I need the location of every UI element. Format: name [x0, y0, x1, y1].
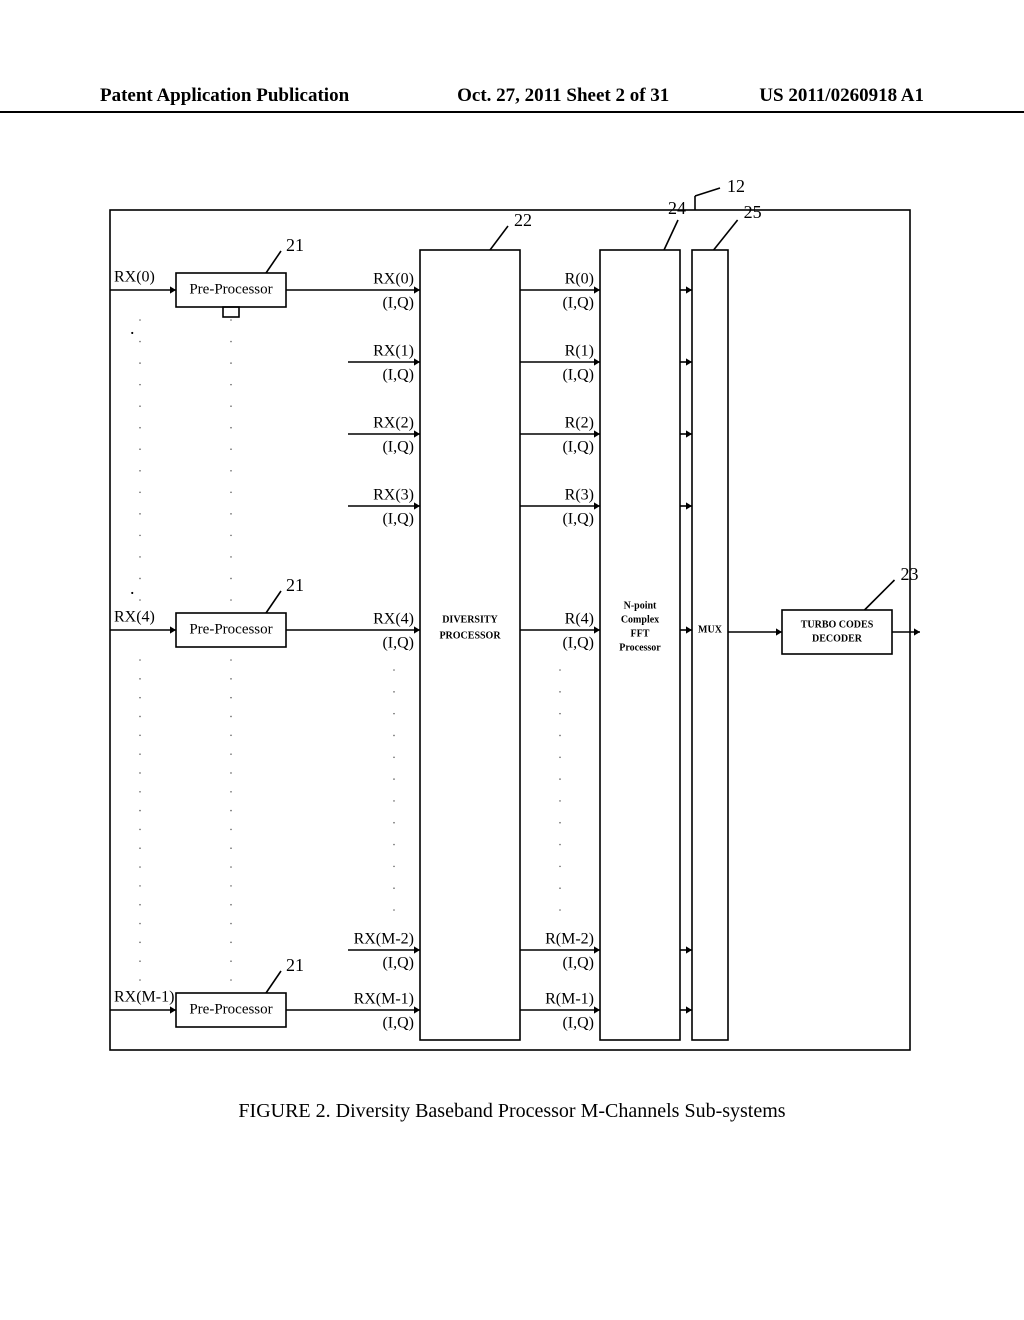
svg-text:.: .: [130, 578, 135, 598]
svg-text:R(1): R(1): [565, 343, 594, 360]
svg-text:N-point: N-point: [624, 600, 657, 611]
svg-text:(I,Q): (I,Q): [382, 295, 414, 312]
svg-text:(I,Q): (I,Q): [382, 367, 414, 384]
svg-text:Processor: Processor: [619, 642, 661, 653]
svg-text:MUX: MUX: [698, 624, 723, 635]
svg-text:(I,Q): (I,Q): [382, 1015, 414, 1032]
svg-text:24: 24: [668, 198, 686, 218]
svg-text:(I,Q): (I,Q): [562, 1015, 594, 1032]
svg-text:R(0): R(0): [565, 271, 594, 288]
svg-text:Complex: Complex: [621, 614, 659, 625]
svg-text:21: 21: [286, 235, 304, 255]
svg-text:RX(M-1): RX(M-1): [354, 991, 414, 1008]
svg-text:.: .: [130, 318, 135, 338]
svg-text:(I,Q): (I,Q): [382, 439, 414, 456]
svg-text:DIVERSITY: DIVERSITY: [442, 614, 498, 625]
svg-text:21: 21: [286, 955, 304, 975]
svg-text:R(3): R(3): [565, 487, 594, 504]
svg-text:Pre-Processor: Pre-Processor: [189, 621, 272, 637]
svg-text:RX(M-1): RX(M-1): [114, 989, 174, 1006]
svg-text:R(M-1): R(M-1): [545, 991, 594, 1008]
svg-text:25: 25: [744, 202, 762, 222]
svg-text:(I,Q): (I,Q): [562, 295, 594, 312]
svg-text:RX(4): RX(4): [373, 611, 414, 628]
svg-text:PROCESSOR: PROCESSOR: [439, 630, 501, 641]
page-header: Patent Application Publication Oct. 27, …: [0, 85, 1024, 113]
svg-text:23: 23: [901, 564, 919, 584]
svg-text:(I,Q): (I,Q): [562, 511, 594, 528]
svg-text:Pre-Processor: Pre-Processor: [189, 1001, 272, 1017]
svg-text:22: 22: [514, 210, 532, 230]
svg-text:(I,Q): (I,Q): [382, 955, 414, 972]
svg-text:FFT: FFT: [631, 628, 650, 639]
svg-text:12: 12: [727, 176, 745, 196]
svg-text:(I,Q): (I,Q): [562, 955, 594, 972]
header-middle: Oct. 27, 2011 Sheet 2 of 31: [349, 85, 759, 107]
header-right: US 2011/0260918 A1: [759, 85, 924, 107]
svg-text:RX(3): RX(3): [373, 487, 414, 504]
svg-text:(I,Q): (I,Q): [382, 635, 414, 652]
svg-text:RX(0): RX(0): [373, 271, 414, 288]
svg-text:RX(1): RX(1): [373, 343, 414, 360]
svg-text:Pre-Processor: Pre-Processor: [189, 281, 272, 297]
header-left: Patent Application Publication: [100, 85, 349, 107]
block-diagram: 12 DIVERSITY PROCESSOR N-point Complex FFT Pro…: [100, 170, 920, 1070]
svg-text:RX(4): RX(4): [114, 609, 155, 626]
svg-text:(I,Q): (I,Q): [382, 511, 414, 528]
svg-text:(I,Q): (I,Q): [562, 635, 594, 652]
svg-text:RX(0): RX(0): [114, 269, 155, 286]
svg-text:TURBO CODES: TURBO CODES: [801, 619, 874, 630]
svg-text:R(4): R(4): [565, 611, 594, 628]
svg-text:(I,Q): (I,Q): [562, 367, 594, 384]
figure-caption: FIGURE 2. Diversity Baseband Processor M…: [0, 1100, 1024, 1123]
svg-text:R(M-2): R(M-2): [545, 931, 594, 948]
svg-text:RX(M-2): RX(M-2): [354, 931, 414, 948]
svg-text:R(2): R(2): [565, 415, 594, 432]
svg-text:RX(2): RX(2): [373, 415, 414, 432]
svg-text:DECODER: DECODER: [812, 633, 863, 644]
svg-text:21: 21: [286, 575, 304, 595]
svg-text:(I,Q): (I,Q): [562, 439, 594, 456]
